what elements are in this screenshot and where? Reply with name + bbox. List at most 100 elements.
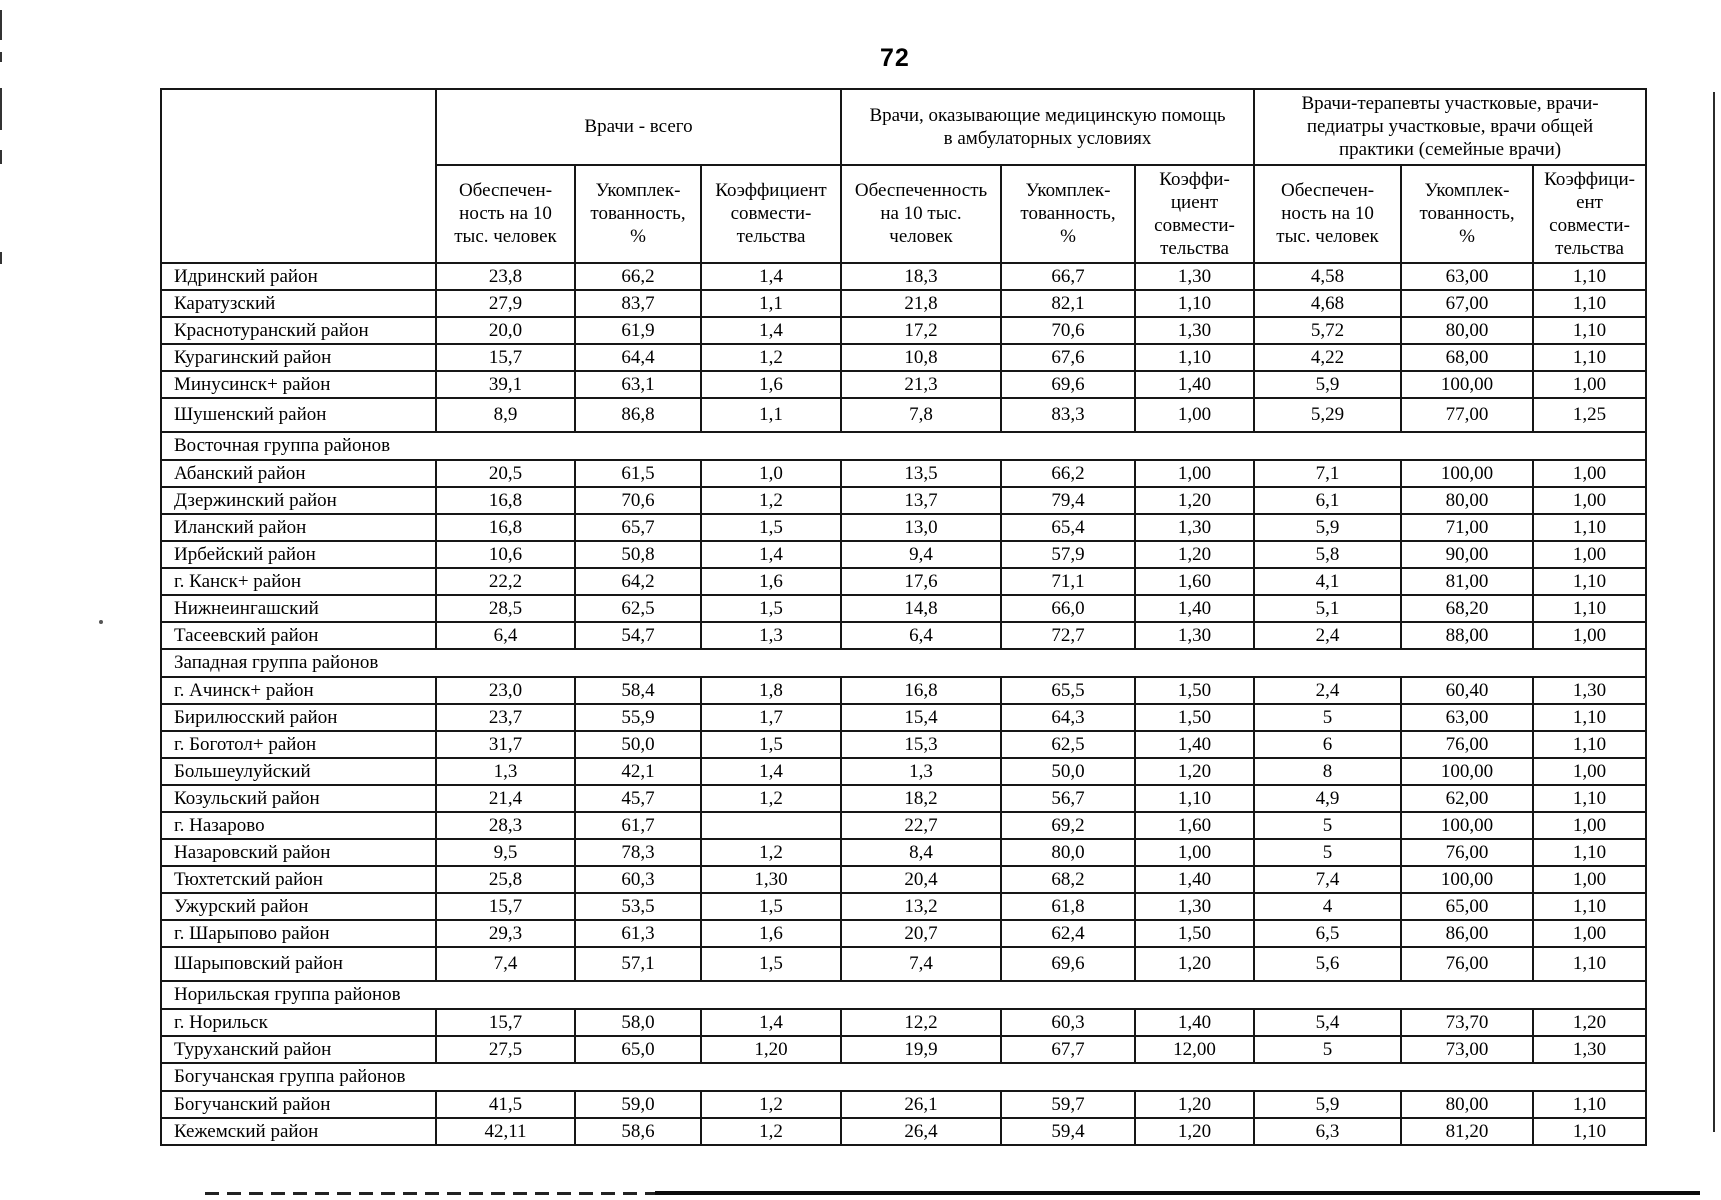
value-cell: 12,2: [840, 1008, 1003, 1038]
value-cell: 62,00: [1400, 784, 1535, 814]
district-name-cell: Шушенский район: [160, 397, 437, 434]
value-cell: 1,50: [1134, 919, 1256, 949]
value-cell: 18,3: [840, 262, 1003, 292]
value-cell: 86,00: [1400, 919, 1535, 949]
value-cell: 6: [1253, 730, 1403, 760]
value-cell: 62,5: [1000, 730, 1137, 760]
group-name-cell: Богучанская группа районов: [159, 1062, 1648, 1093]
value-cell: 90,00: [1400, 540, 1535, 570]
district-name-cell: г. Шарыпово район: [160, 919, 437, 949]
value-cell: 1,10: [1532, 513, 1648, 543]
value-cell: 1,2: [699, 838, 843, 868]
value-cell: 1,10: [1134, 289, 1256, 319]
value-cell: 77,00: [1400, 397, 1535, 434]
value-cell: 2,4: [1253, 676, 1403, 706]
value-cell: 1,4: [699, 316, 843, 346]
value-cell: 6,3: [1253, 1117, 1403, 1147]
value-cell: 27,5: [435, 1035, 576, 1065]
group-name-cell: Норильская группа районов: [159, 980, 1648, 1011]
value-cell: 66,7: [1000, 262, 1137, 292]
value-cell: 66,0: [1000, 594, 1137, 624]
value-cell: 20,0: [435, 316, 576, 346]
value-cell: 8,4: [840, 838, 1003, 868]
scan-artifact-left-tick: [0, 88, 2, 130]
value-cell: 20,7: [840, 919, 1003, 949]
value-cell: 1,10: [1532, 567, 1648, 597]
value-cell: 4,68: [1253, 289, 1403, 319]
table-row: Тюхтетский район 25,8 60,3 1,30 20,4 68,2 1,40…: [160, 865, 1648, 895]
value-cell: 1,00: [1532, 621, 1648, 651]
value-cell: 1,10: [1532, 838, 1648, 868]
value-cell: 5,1: [1253, 594, 1403, 624]
value-cell: 20,5: [435, 459, 576, 489]
district-name-cell: г. Канск+ район: [160, 567, 437, 597]
table-row: Туруханский район 27,5 65,0 1,20 19,9 67,7 12,…: [160, 1035, 1648, 1065]
table-row: Кежемский район 42,11 58,6 1,2 26,4 59,4 1,20 6…: [160, 1117, 1648, 1147]
district-name-cell: Минусинск+ район: [160, 370, 437, 400]
value-cell: 1,10: [1532, 316, 1648, 346]
value-cell: 73,00: [1400, 1035, 1535, 1065]
value-cell: 22,2: [435, 567, 576, 597]
value-cell: 23,0: [435, 676, 576, 706]
value-cell: 81,20: [1400, 1117, 1535, 1147]
value-cell: 1,20: [1134, 757, 1256, 787]
value-cell: 66,2: [574, 262, 702, 292]
value-cell: 8: [1253, 757, 1403, 787]
value-cell: 5: [1253, 811, 1403, 841]
value-cell: 9,4: [840, 540, 1003, 570]
table-row: г. Боготол+ район 31,7 50,0 1,5 15,3 62,5 1,40…: [160, 730, 1648, 760]
value-cell: 8,9: [435, 397, 576, 434]
value-cell: 1,50: [1134, 676, 1256, 706]
value-cell: 1,5: [699, 513, 843, 543]
value-cell: 1,00: [1134, 459, 1256, 489]
table-row: Краснотуранский район 20,0 61,9 1,4 17,2 70,6…: [160, 316, 1648, 346]
value-cell: 62,4: [1000, 919, 1137, 949]
scan-artifact-left-tick: [0, 150, 2, 164]
value-cell: 6,5: [1253, 919, 1403, 949]
table-row: Ирбейский район 10,6 50,8 1,4 9,4 57,9 1,20 5,8…: [160, 540, 1648, 570]
value-cell: 1,00: [1134, 838, 1256, 868]
value-cell: 1,7: [699, 703, 843, 733]
value-cell: 53,5: [574, 892, 702, 922]
value-cell: 22,7: [840, 811, 1003, 841]
district-name-cell: г. Боготол+ район: [160, 730, 437, 760]
header-provision-district: Обеспечен- ность на 10 тыс. человек: [1253, 163, 1403, 265]
scan-artifact-left-tick: [0, 252, 2, 264]
district-name-cell: Дзержинский район: [160, 486, 437, 516]
value-cell: 17,6: [840, 567, 1003, 597]
group-name-cell: Западная группа районов: [159, 648, 1648, 679]
value-cell: 61,3: [574, 919, 702, 949]
group-row: Богучанская группа районов: [159, 1062, 1648, 1093]
table-row: Козульский район 21,4 45,7 1,2 18,2 56,7 1,10 4…: [160, 784, 1648, 814]
value-cell: 50,8: [574, 540, 702, 570]
value-cell: 21,8: [840, 289, 1003, 319]
value-cell: 60,3: [574, 865, 702, 895]
district-name-cell: Козульский район: [160, 784, 437, 814]
value-cell: 45,7: [574, 784, 702, 814]
value-cell: 76,00: [1400, 838, 1535, 868]
table-row: Назаровский район 9,5 78,3 1,2 8,4 80,0 1,00 5 7…: [160, 838, 1648, 868]
value-cell: 5,6: [1253, 946, 1403, 983]
value-cell: 4,1: [1253, 567, 1403, 597]
value-cell: 1,5: [699, 892, 843, 922]
value-cell: 100,00: [1400, 459, 1535, 489]
table-row: Нижнеингашский 28,5 62,5 1,5 14,8 66,0 1,40 5,1…: [160, 594, 1648, 624]
value-cell: 1,60: [1134, 811, 1256, 841]
district-name-cell: Тюхтетский район: [160, 865, 437, 895]
table-row: Большеулуйский 1,3 42,1 1,4 1,3 50,0 1,20 8 100,…: [160, 757, 1648, 787]
column-group-header-row: Врачи - всего Врачи, оказывающие медицин…: [160, 87, 1648, 265]
value-cell: 1,10: [1532, 1117, 1648, 1147]
value-cell: 1,10: [1532, 262, 1648, 292]
value-cell: 39,1: [435, 370, 576, 400]
value-cell: 59,4: [1000, 1117, 1137, 1147]
district-name-cell: г. Назарово: [160, 811, 437, 841]
value-cell: 5: [1253, 703, 1403, 733]
value-cell: 12,00: [1134, 1035, 1256, 1065]
district-name-cell: Краснотуранский район: [160, 316, 437, 346]
value-cell: 2,4: [1253, 621, 1403, 651]
value-cell: 6,1: [1253, 486, 1403, 516]
value-cell: 1,00: [1532, 459, 1648, 489]
value-cell: 1,4: [699, 1008, 843, 1038]
value-cell: 68,00: [1400, 343, 1535, 373]
value-cell: 1,00: [1532, 540, 1648, 570]
